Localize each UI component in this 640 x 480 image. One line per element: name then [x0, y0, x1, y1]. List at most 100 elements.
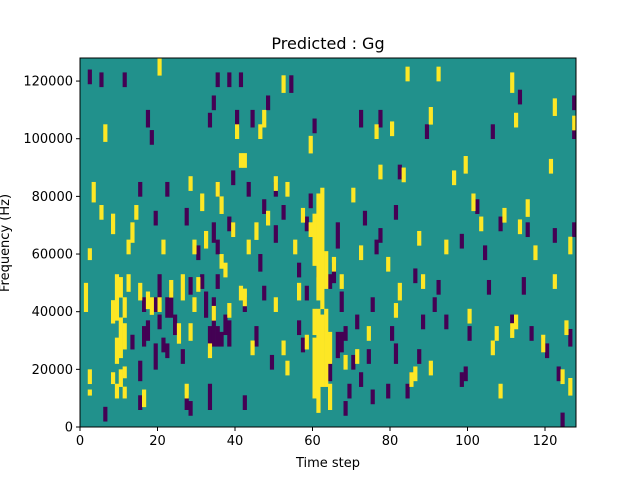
heatmap-cell-high: [413, 366, 418, 382]
heatmap-cell-high: [118, 369, 123, 387]
heatmap-cell-low: [405, 383, 410, 399]
heatmap-cell-high: [467, 308, 472, 324]
heatmap-cell-high: [122, 386, 127, 399]
heatmap-cell-low: [215, 239, 220, 255]
heatmap-cell-low: [153, 210, 158, 226]
heatmap-cell-high: [184, 383, 189, 399]
heatmap-cell-low: [560, 412, 565, 428]
plot-area: [79, 57, 577, 428]
y-axis: 0 20000 40000 60000 80000 100000 120000: [23, 75, 80, 436]
y-tick-label: 80000: [32, 190, 73, 205]
heatmap-cell-low: [130, 334, 135, 350]
heatmap-cell-high: [114, 383, 120, 399]
heatmap-cell-high: [401, 167, 406, 183]
heatmap-cell-low: [572, 95, 577, 111]
heatmap-cell-low: [328, 360, 333, 382]
heatmap-cell-low: [490, 124, 495, 140]
heatmap-cell-low: [498, 216, 503, 232]
heatmap-cell-low: [556, 366, 561, 382]
heatmap-cell-high: [122, 297, 127, 318]
heatmap-cell-high: [312, 337, 317, 399]
heatmap-cell-high: [285, 360, 290, 376]
heatmap-cell-high: [308, 135, 313, 154]
heatmap-cell-high: [316, 308, 321, 413]
heatmap-cell-high: [111, 372, 116, 385]
heatmap-cell-low: [184, 395, 189, 410]
heatmap-cell-high: [390, 121, 395, 137]
heatmap-cell-high: [564, 320, 569, 336]
heatmap-cell-low: [207, 383, 213, 411]
heatmap-cell-high: [293, 239, 298, 255]
heatmap-cell-low: [304, 285, 309, 301]
heatmap-cell-high: [238, 285, 244, 301]
heatmap-cell-low: [281, 205, 286, 220]
heatmap-cell-high: [258, 124, 263, 140]
heatmap-cell-low: [359, 372, 364, 387]
heatmap-cell-high: [242, 153, 247, 168]
heatmap-cell-low: [328, 274, 333, 289]
x-axis: 0 20 40 60 80 100 120: [76, 427, 557, 449]
heatmap-cell-low: [165, 181, 170, 197]
heatmap-cell-high: [192, 297, 197, 312]
heatmap-cell-high: [200, 193, 205, 212]
heatmap-cell-high: [91, 181, 96, 203]
x-tick-label: 20: [149, 434, 166, 449]
heatmap-cell-high: [157, 297, 162, 312]
heatmap-cell-high: [312, 213, 317, 266]
x-tick-label: 100: [455, 434, 480, 449]
heatmap-cell-low: [483, 245, 488, 261]
heatmap-cell-high: [320, 314, 325, 387]
heatmap-cell-high: [339, 274, 344, 289]
heatmap-cell-high: [134, 205, 139, 220]
heatmap-cell-low: [525, 222, 530, 238]
heatmap-cell-low: [297, 262, 302, 278]
heatmap-cell-high: [87, 369, 92, 385]
x-tick-label: 80: [382, 434, 399, 449]
plot-frame: [79, 57, 577, 428]
heatmap-cell-high: [351, 187, 356, 203]
heatmap-cell-low: [517, 89, 523, 105]
heatmap-cell-low: [138, 395, 143, 410]
heatmap-cell-high: [180, 274, 185, 301]
heatmap-cell-low: [572, 222, 577, 238]
heatmap-cell-high: [436, 66, 441, 82]
heatmap-cell-high: [355, 349, 360, 364]
heatmap-cell-high: [281, 340, 286, 356]
heatmap-cell-low: [312, 118, 317, 134]
heatmap-cell-high: [145, 291, 151, 310]
heatmap-cell-high: [246, 239, 251, 255]
heatmap-cell-low: [262, 285, 267, 301]
heatmap-cell-high: [122, 366, 127, 379]
heatmap-cell-low: [397, 164, 402, 180]
heatmap-cell-low: [188, 401, 193, 416]
heatmap-cell-high: [114, 274, 120, 321]
heatmap-cell-low: [227, 216, 232, 232]
heatmap-cell-high: [533, 245, 538, 261]
heatmap-cell-high: [262, 109, 267, 128]
heatmap-cell-low: [138, 181, 143, 197]
heatmap-cell-high: [328, 331, 333, 364]
heatmap-cell-low: [196, 245, 201, 261]
heatmap-cell-high: [204, 230, 209, 249]
heatmap-cell-high: [83, 282, 89, 312]
heatmap-cell-high: [386, 256, 391, 272]
x-tick-label: 0: [76, 434, 84, 449]
heatmap-cell-high: [111, 213, 116, 235]
heatmap-cell-low: [304, 216, 309, 232]
heatmap-cell-high: [161, 239, 166, 255]
heatmap-cell-low: [161, 337, 166, 353]
heatmap-cell-high: [300, 207, 306, 223]
heatmap-cell-low: [413, 268, 418, 284]
heatmap-cell-high: [328, 383, 333, 411]
heatmap-cell-high: [126, 239, 131, 255]
heatmap-cell-low: [200, 274, 205, 289]
heatmap-cell-low: [393, 343, 399, 364]
heatmap-cell-low: [153, 297, 158, 312]
heatmap-cell-low: [254, 326, 259, 347]
heatmap-cell-low: [215, 274, 220, 289]
heatmap-cell-high: [99, 205, 104, 220]
heatmap-cell-high: [428, 107, 433, 125]
heatmap-cell-high: [510, 323, 515, 338]
heatmap-cell-high: [552, 274, 557, 289]
